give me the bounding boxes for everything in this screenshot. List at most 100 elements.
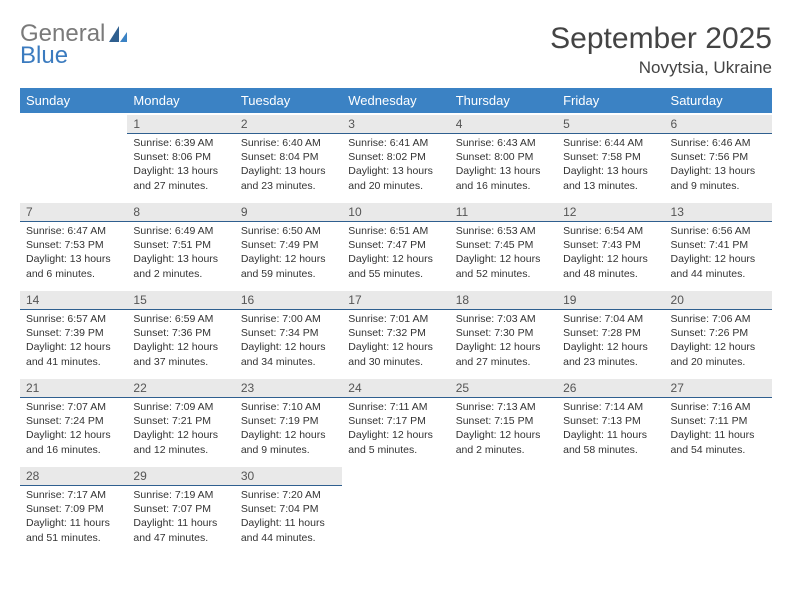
calendar-day-cell xyxy=(665,465,772,553)
sunrise-text: Sunrise: 6:54 AM xyxy=(563,224,658,238)
sunset-text: Sunset: 7:28 PM xyxy=(563,326,658,340)
day-number: 28 xyxy=(20,467,127,486)
sunset-text: Sunset: 7:56 PM xyxy=(671,150,766,164)
calendar-day-cell: 12Sunrise: 6:54 AMSunset: 7:43 PMDayligh… xyxy=(557,201,664,289)
calendar-day-cell xyxy=(557,465,664,553)
sunset-text: Sunset: 7:58 PM xyxy=(563,150,658,164)
day-number: 5 xyxy=(557,115,664,134)
day-info: Sunrise: 7:00 AMSunset: 7:34 PMDaylight:… xyxy=(241,312,336,369)
sunset-text: Sunset: 8:00 PM xyxy=(456,150,551,164)
daylight-text: Daylight: 11 hours and 47 minutes. xyxy=(133,516,228,544)
calendar-week-row: 21Sunrise: 7:07 AMSunset: 7:24 PMDayligh… xyxy=(20,377,772,465)
logo-word-blue: Blue xyxy=(20,44,105,68)
day-info: Sunrise: 6:44 AMSunset: 7:58 PMDaylight:… xyxy=(563,136,658,193)
logo: General Blue xyxy=(20,22,129,68)
calendar-day-cell: 14Sunrise: 6:57 AMSunset: 7:39 PMDayligh… xyxy=(20,289,127,377)
day-number: 16 xyxy=(235,291,342,310)
sunrise-text: Sunrise: 7:03 AM xyxy=(456,312,551,326)
day-info: Sunrise: 7:07 AMSunset: 7:24 PMDaylight:… xyxy=(26,400,121,457)
sunrise-text: Sunrise: 6:41 AM xyxy=(348,136,443,150)
sunrise-text: Sunrise: 7:10 AM xyxy=(241,400,336,414)
sunrise-text: Sunrise: 7:17 AM xyxy=(26,488,121,502)
sunrise-text: Sunrise: 6:53 AM xyxy=(456,224,551,238)
calendar-day-cell: 27Sunrise: 7:16 AMSunset: 7:11 PMDayligh… xyxy=(665,377,772,465)
calendar-day-cell: 13Sunrise: 6:56 AMSunset: 7:41 PMDayligh… xyxy=(665,201,772,289)
sunrise-text: Sunrise: 6:59 AM xyxy=(133,312,228,326)
day-number: 2 xyxy=(235,115,342,134)
sunset-text: Sunset: 7:19 PM xyxy=(241,414,336,428)
calendar-day-cell: 24Sunrise: 7:11 AMSunset: 7:17 PMDayligh… xyxy=(342,377,449,465)
sunrise-text: Sunrise: 6:39 AM xyxy=(133,136,228,150)
daylight-text: Daylight: 13 hours and 27 minutes. xyxy=(133,164,228,192)
sunset-text: Sunset: 7:53 PM xyxy=(26,238,121,252)
daylight-text: Daylight: 12 hours and 37 minutes. xyxy=(133,340,228,368)
sunrise-text: Sunrise: 7:09 AM xyxy=(133,400,228,414)
calendar-day-cell: 6 Sunrise: 6:46 AMSunset: 7:56 PMDaylight… xyxy=(665,113,772,201)
calendar-day-cell xyxy=(342,465,449,553)
day-number: 6 xyxy=(665,115,772,134)
day-info: Sunrise: 6:43 AMSunset: 8:00 PMDaylight:… xyxy=(456,136,551,193)
sunset-text: Sunset: 7:24 PM xyxy=(26,414,121,428)
day-number: 20 xyxy=(665,291,772,310)
day-info: Sunrise: 7:11 AMSunset: 7:17 PMDaylight:… xyxy=(348,400,443,457)
calendar-day-cell xyxy=(450,465,557,553)
sunrise-text: Sunrise: 7:16 AM xyxy=(671,400,766,414)
location: Novytsia, Ukraine xyxy=(550,58,772,78)
day-info: Sunrise: 7:06 AMSunset: 7:26 PMDaylight:… xyxy=(671,312,766,369)
day-number: 15 xyxy=(127,291,234,310)
sunset-text: Sunset: 7:45 PM xyxy=(456,238,551,252)
daylight-text: Daylight: 12 hours and 44 minutes. xyxy=(671,252,766,280)
daylight-text: Daylight: 13 hours and 16 minutes. xyxy=(456,164,551,192)
sunrise-text: Sunrise: 6:47 AM xyxy=(26,224,121,238)
calendar-day-cell: 4Sunrise: 6:43 AMSunset: 8:00 PMDaylight… xyxy=(450,113,557,201)
day-info: Sunrise: 6:53 AMSunset: 7:45 PMDaylight:… xyxy=(456,224,551,281)
sunset-text: Sunset: 7:17 PM xyxy=(348,414,443,428)
calendar-day-cell: 2Sunrise: 6:40 AMSunset: 8:04 PMDaylight… xyxy=(235,113,342,201)
daylight-text: Daylight: 13 hours and 13 minutes. xyxy=(563,164,658,192)
day-number: 9 xyxy=(235,203,342,222)
sunset-text: Sunset: 7:30 PM xyxy=(456,326,551,340)
calendar-day-cell: 15Sunrise: 6:59 AMSunset: 7:36 PMDayligh… xyxy=(127,289,234,377)
day-info: Sunrise: 6:54 AMSunset: 7:43 PMDaylight:… xyxy=(563,224,658,281)
day-info: Sunrise: 7:10 AMSunset: 7:19 PMDaylight:… xyxy=(241,400,336,457)
calendar-week-row: 7Sunrise: 6:47 AMSunset: 7:53 PMDaylight… xyxy=(20,201,772,289)
day-info: Sunrise: 6:46 AMSunset: 7:56 PMDaylight:… xyxy=(671,136,766,193)
calendar-day-cell: 18Sunrise: 7:03 AMSunset: 7:30 PMDayligh… xyxy=(450,289,557,377)
calendar-day-cell: 29Sunrise: 7:19 AMSunset: 7:07 PMDayligh… xyxy=(127,465,234,553)
day-info: Sunrise: 7:16 AMSunset: 7:11 PMDaylight:… xyxy=(671,400,766,457)
header: General Blue September 2025 Novytsia, Uk… xyxy=(20,22,772,78)
calendar-day-cell: 19Sunrise: 7:04 AMSunset: 7:28 PMDayligh… xyxy=(557,289,664,377)
weekday-header: Monday xyxy=(127,88,234,113)
day-info: Sunrise: 7:14 AMSunset: 7:13 PMDaylight:… xyxy=(563,400,658,457)
sunrise-text: Sunrise: 7:20 AM xyxy=(241,488,336,502)
day-number: 14 xyxy=(20,291,127,310)
weekday-header: Tuesday xyxy=(235,88,342,113)
daylight-text: Daylight: 12 hours and 55 minutes. xyxy=(348,252,443,280)
day-info: Sunrise: 6:56 AMSunset: 7:41 PMDaylight:… xyxy=(671,224,766,281)
daylight-text: Daylight: 13 hours and 9 minutes. xyxy=(671,164,766,192)
sunset-text: Sunset: 8:06 PM xyxy=(133,150,228,164)
sunset-text: Sunset: 7:04 PM xyxy=(241,502,336,516)
sunrise-text: Sunrise: 7:04 AM xyxy=(563,312,658,326)
sunset-text: Sunset: 8:02 PM xyxy=(348,150,443,164)
daylight-text: Daylight: 11 hours and 58 minutes. xyxy=(563,428,658,456)
calendar-week-row: 14Sunrise: 6:57 AMSunset: 7:39 PMDayligh… xyxy=(20,289,772,377)
sunrise-text: Sunrise: 6:50 AM xyxy=(241,224,336,238)
weekday-header: Wednesday xyxy=(342,88,449,113)
sunset-text: Sunset: 7:32 PM xyxy=(348,326,443,340)
day-info: Sunrise: 6:49 AMSunset: 7:51 PMDaylight:… xyxy=(133,224,228,281)
day-info: Sunrise: 7:09 AMSunset: 7:21 PMDaylight:… xyxy=(133,400,228,457)
daylight-text: Daylight: 12 hours and 23 minutes. xyxy=(563,340,658,368)
daylight-text: Daylight: 12 hours and 5 minutes. xyxy=(348,428,443,456)
calendar-day-cell: 5 Sunrise: 6:44 AMSunset: 7:58 PMDaylight… xyxy=(557,113,664,201)
calendar-day-cell xyxy=(20,113,127,201)
day-info: Sunrise: 6:47 AMSunset: 7:53 PMDaylight:… xyxy=(26,224,121,281)
weekday-header: Saturday xyxy=(665,88,772,113)
calendar-day-cell: 30Sunrise: 7:20 AMSunset: 7:04 PMDayligh… xyxy=(235,465,342,553)
sunrise-text: Sunrise: 6:40 AM xyxy=(241,136,336,150)
daylight-text: Daylight: 12 hours and 27 minutes. xyxy=(456,340,551,368)
sunset-text: Sunset: 7:15 PM xyxy=(456,414,551,428)
day-info: Sunrise: 6:50 AMSunset: 7:49 PMDaylight:… xyxy=(241,224,336,281)
day-info: Sunrise: 7:03 AMSunset: 7:30 PMDaylight:… xyxy=(456,312,551,369)
day-number: 11 xyxy=(450,203,557,222)
